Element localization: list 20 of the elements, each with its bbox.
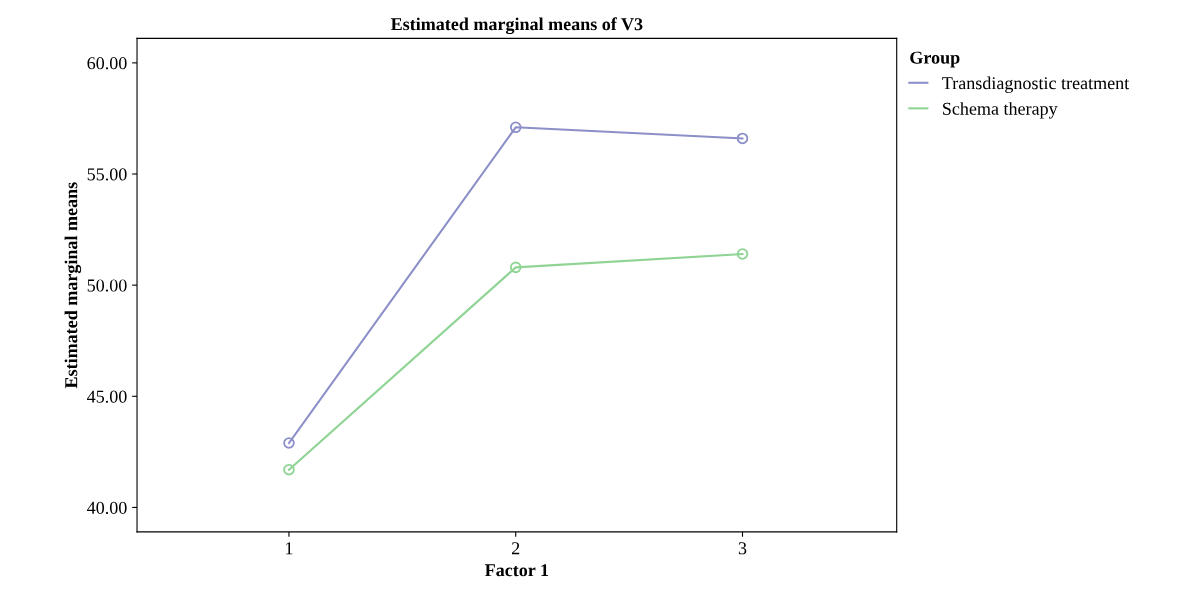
y-tick-label: 55.00 xyxy=(87,168,127,181)
legend-title: Group xyxy=(910,51,960,68)
point xyxy=(283,463,295,476)
y-tick-label: 60.00 xyxy=(87,57,127,70)
y-tick-label: 40.00 xyxy=(87,501,127,514)
y-axis-title: Estimated marginal means xyxy=(64,182,82,389)
legend-label: Transdiagnostic treatment xyxy=(942,76,1130,93)
legend-label: Schema therapy xyxy=(943,102,1058,119)
point xyxy=(509,121,522,134)
point xyxy=(509,261,522,274)
point xyxy=(736,248,749,260)
x-tick-label: 3 xyxy=(738,542,747,555)
x-tick-label: 1 xyxy=(286,542,293,555)
point xyxy=(736,132,749,145)
x-tick-label: 2 xyxy=(512,542,520,555)
y-tick-label: 50.00 xyxy=(87,279,127,292)
point xyxy=(283,437,295,449)
chart-title: Estimated marginal means of V3 xyxy=(390,17,643,35)
x-axis-title: Factor 1 xyxy=(484,564,549,577)
y-tick-label: 45.00 xyxy=(87,390,127,403)
